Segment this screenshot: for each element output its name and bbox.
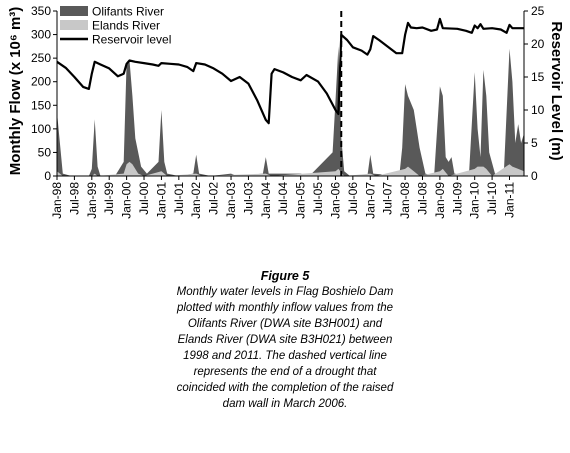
left-tick-label: 250 — [31, 51, 51, 65]
x-tick-label: Jan-99 — [85, 182, 99, 219]
left-tick-label: 0 — [44, 169, 51, 183]
x-tick-label: Jul-07 — [381, 182, 395, 215]
right-tick-label: 15 — [531, 70, 545, 84]
right-tick-label: 10 — [531, 103, 545, 117]
caption-title: Figure 5 — [260, 269, 310, 283]
x-tick-label: Jan-05 — [294, 182, 308, 219]
x-tick-label: Jan-06 — [329, 182, 343, 219]
x-tick-label: Jul-03 — [241, 182, 255, 215]
right-axis-title: Reservoir Level (m) — [548, 21, 565, 160]
x-tick-label: Jul-04 — [276, 182, 290, 215]
x-tick-label: Jan-10 — [468, 182, 482, 219]
figure-caption: Figure 5 Monthly water levels in Flag Bo… — [170, 268, 400, 412]
x-tick-label: Jan-01 — [154, 182, 168, 219]
x-tick-label: Jan-03 — [224, 182, 238, 219]
x-tick-label: Jan-08 — [398, 182, 412, 219]
right-tick-label: 25 — [531, 4, 545, 18]
right-tick-label: 5 — [531, 136, 538, 150]
series-area-elands-river — [57, 161, 524, 176]
x-tick-label: Jan-02 — [189, 182, 203, 219]
left-tick-label: 200 — [31, 75, 51, 89]
x-tick-label: Jul-09 — [450, 182, 464, 215]
left-tick-label: 50 — [38, 145, 52, 159]
legend-label: Reservoir level — [92, 33, 171, 47]
x-tick-label: Jul-05 — [311, 182, 325, 215]
legend-label: Olifants River — [92, 5, 164, 19]
x-tick-label: Jul-98 — [67, 182, 81, 215]
caption-body: Monthly water levels in Flag Boshielo Da… — [176, 286, 394, 410]
x-tick-label: Jul-00 — [137, 182, 151, 215]
x-tick-label: Jan-07 — [363, 182, 377, 219]
x-tick-label: Jul-02 — [207, 182, 221, 215]
right-tick-label: 0 — [531, 169, 538, 183]
x-tick-label: Jul-08 — [416, 182, 430, 215]
left-axis-title: Monthly Flow (x 10⁶ m³) — [7, 7, 24, 176]
left-tick-label: 350 — [31, 4, 51, 18]
x-tick-label: Jul-01 — [172, 182, 186, 215]
x-tick-label: Jan-09 — [433, 182, 447, 219]
x-tick-label: Jul-99 — [102, 182, 116, 215]
left-tick-label: 150 — [31, 98, 51, 112]
x-tick-label: Jan-00 — [120, 182, 134, 219]
legend-swatch — [60, 6, 88, 16]
x-tick-label: Jan-98 — [50, 182, 64, 219]
legend-swatch — [60, 20, 88, 30]
legend-label: Elands River — [92, 19, 160, 33]
series-line-reservoir-level — [56, 17, 524, 125]
right-tick-label: 20 — [531, 37, 545, 51]
x-tick-label: Jul-06 — [346, 182, 360, 215]
series-area-olifants-river — [57, 46, 524, 177]
left-tick-label: 100 — [31, 122, 51, 136]
x-tick-label: Jan-04 — [259, 182, 273, 219]
x-tick-label: Jul-10 — [485, 182, 499, 215]
left-tick-label: 300 — [31, 28, 51, 42]
x-tick-label: Jan-11 — [503, 182, 517, 218]
